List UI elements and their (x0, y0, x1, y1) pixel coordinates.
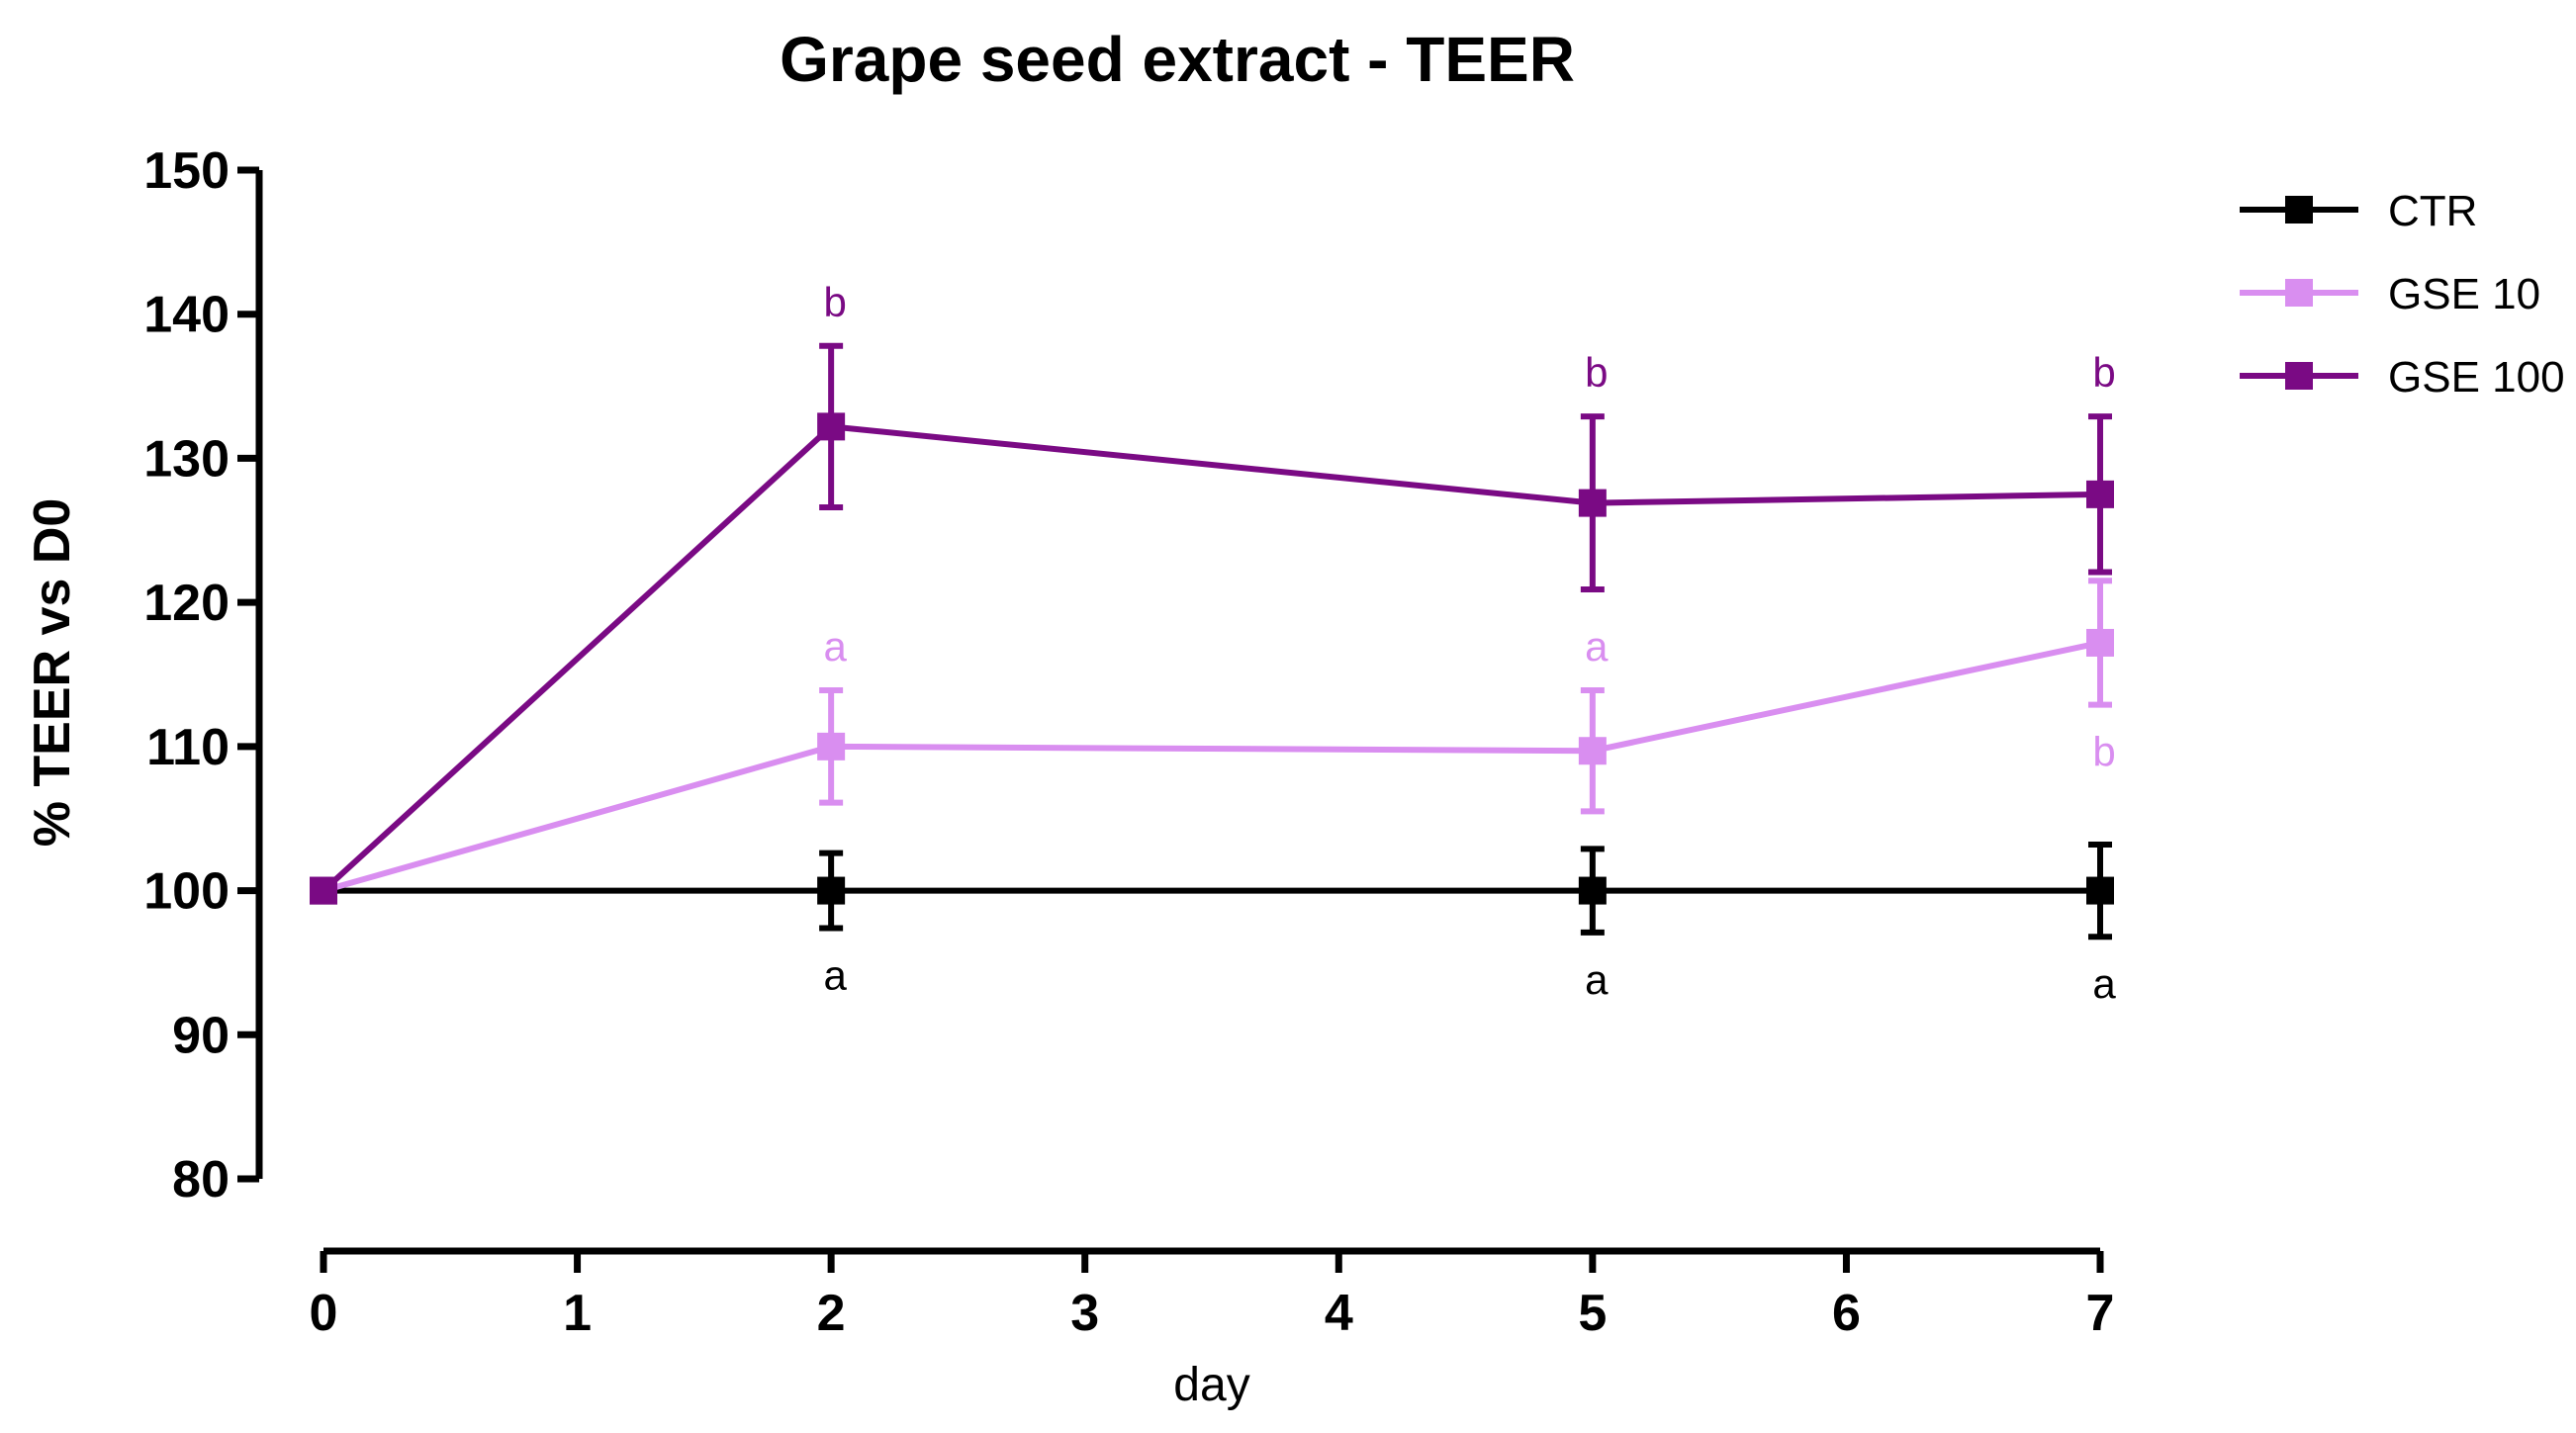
series-line (321, 423, 2101, 893)
legend-item: CTR (2240, 187, 2477, 235)
data-point (2086, 628, 2114, 657)
legend-label: GSE 100 (2388, 353, 2565, 402)
x-axis-label: day (1173, 1359, 1249, 1411)
legend-label: GSE 10 (2388, 270, 2540, 318)
data-point (2086, 480, 2114, 508)
data-point (2086, 876, 2114, 905)
y-tick-label: 80 (172, 1151, 230, 1209)
data-point (1578, 737, 1607, 765)
y-tick-label: 140 (143, 287, 230, 344)
chart-title: Grape seed extract - TEER (780, 24, 1575, 95)
plot-area: a a a a a b b b b (310, 279, 2116, 1007)
significance-label: a (823, 623, 847, 670)
y-tick-label: 110 (146, 719, 230, 776)
x-tick-label: 3 (1070, 1285, 1099, 1342)
data-point (1578, 876, 1607, 905)
x-axis: 0 1 2 3 4 5 6 7 (310, 1247, 2115, 1342)
x-tick-label: 0 (310, 1285, 338, 1342)
y-tick-label: 100 (143, 863, 230, 921)
y-tick-label: 150 (143, 142, 230, 200)
legend-label: CTR (2388, 187, 2477, 235)
significance-label: a (823, 951, 847, 998)
y-tick-label: 130 (143, 430, 230, 488)
y-axis: 80 90 100 110 120 130 140 150 (143, 142, 263, 1209)
significance-label: b (1585, 349, 1608, 396)
data-point (1578, 489, 1607, 517)
significance-label: b (823, 279, 846, 325)
series-line (322, 640, 2101, 894)
x-tick-label: 1 (563, 1285, 592, 1342)
y-axis-label: % TEER vs D0 (24, 498, 81, 848)
significance-label: b (2092, 349, 2115, 396)
data-point (817, 876, 846, 905)
series-gse-100: b b b (310, 279, 2116, 905)
legend: CTR GSE 10 GSE 100 (2240, 187, 2565, 402)
data-point (817, 412, 846, 441)
significance-label: a (1585, 623, 1609, 670)
legend-swatch-marker (2285, 196, 2313, 224)
legend-item: GSE 100 (2240, 353, 2565, 402)
legend-swatch-marker (2285, 279, 2313, 307)
significance-label: a (2092, 960, 2116, 1007)
x-tick-label: 7 (2086, 1285, 2115, 1342)
significance-label: a (1585, 956, 1609, 1003)
x-tick-label: 4 (1325, 1285, 1353, 1342)
x-tick-label: 6 (1832, 1285, 1861, 1342)
data-point (310, 876, 337, 905)
legend-item: GSE 10 (2240, 270, 2540, 318)
y-tick-label: 90 (172, 1007, 230, 1064)
data-point (817, 732, 846, 761)
legend-swatch-marker (2285, 362, 2313, 390)
significance-label: b (2092, 729, 2115, 775)
x-tick-label: 2 (817, 1285, 846, 1342)
series-gse-10: a a b (310, 578, 2116, 905)
x-tick-label: 5 (1578, 1285, 1607, 1342)
y-tick-label: 120 (143, 575, 230, 632)
